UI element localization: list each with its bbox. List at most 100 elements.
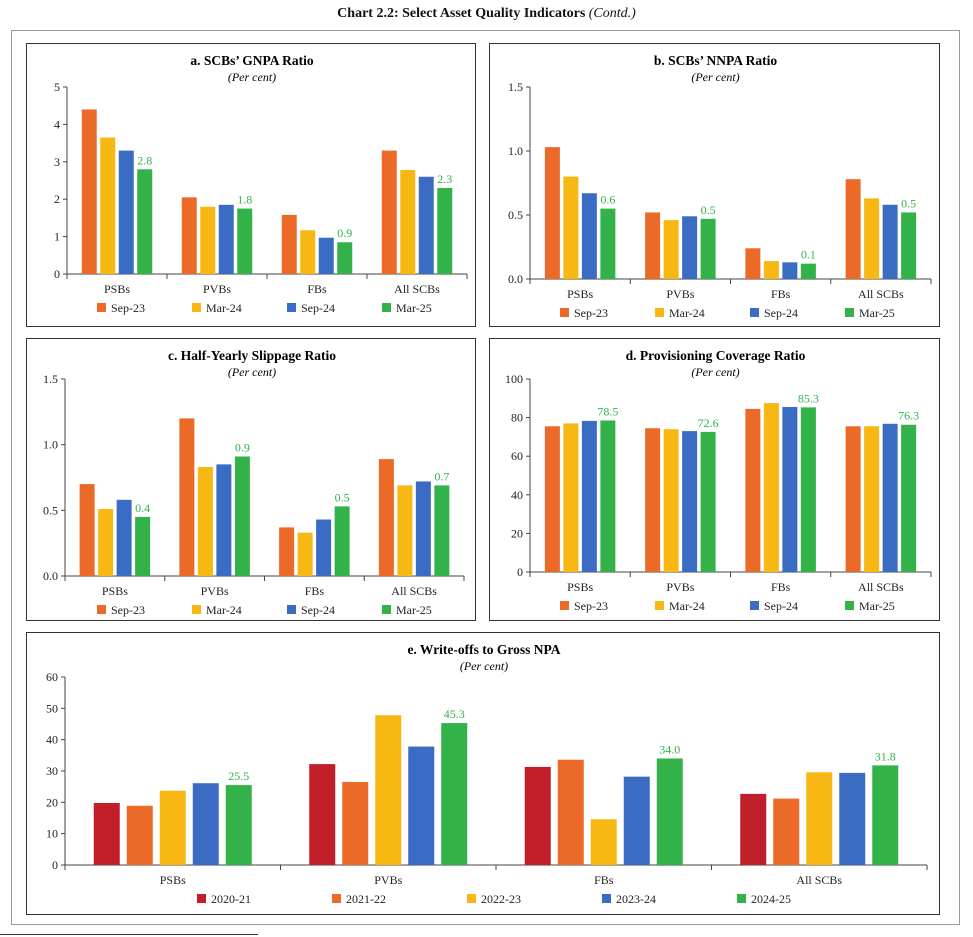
data-label: 31.8: [875, 749, 896, 763]
y-tick-label: 1: [54, 230, 60, 244]
legend-swatch: [845, 308, 854, 317]
data-label: 76.3: [898, 409, 919, 423]
chart-panel-d: d. Provisioning Coverage Ratio (Per cent)…: [489, 338, 940, 621]
legend-swatch: [750, 308, 759, 317]
bar: [839, 772, 866, 865]
y-tick-label: 1.0: [508, 144, 523, 158]
bar: [524, 766, 551, 865]
legend-label: 2023-24: [616, 892, 656, 906]
x-tick-label: PSBs: [567, 287, 593, 301]
bar: [334, 506, 350, 576]
bar: [279, 527, 295, 576]
y-tick-label: 0.0: [508, 272, 523, 286]
legend-swatch: [97, 303, 106, 312]
bar: [663, 429, 679, 572]
bar: [882, 204, 898, 279]
y-tick-label: 1.0: [43, 438, 58, 452]
bar: [700, 431, 716, 572]
bar: [663, 220, 679, 279]
y-tick-label: 1.5: [508, 80, 523, 94]
legend-swatch: [602, 894, 611, 903]
bar: [381, 150, 397, 274]
chart-title: b. SCBs’ NNPA Ratio: [654, 53, 778, 68]
bar: [126, 805, 153, 865]
y-tick-label: 0: [52, 858, 58, 872]
x-tick-label: FBs: [771, 287, 791, 301]
bar: [645, 428, 661, 572]
legend-swatch: [560, 601, 569, 610]
bar: [309, 764, 336, 865]
y-tick-label: 10: [46, 827, 58, 841]
bar: [745, 248, 761, 279]
legend-swatch: [737, 894, 746, 903]
legend-label: 2022-23: [481, 892, 521, 906]
data-label: 0.5: [701, 203, 716, 217]
x-tick-label: PSBs: [104, 282, 130, 296]
bar: [882, 423, 898, 572]
bar: [845, 426, 861, 572]
x-tick-label: All SCBs: [858, 580, 904, 594]
legend-swatch: [655, 308, 664, 317]
bar: [600, 420, 616, 572]
bar: [700, 218, 716, 279]
x-tick-label: FBs: [305, 584, 325, 598]
bar: [782, 262, 798, 279]
bar: [318, 237, 334, 274]
bar: [434, 485, 450, 576]
y-tick-label: 3: [54, 155, 60, 169]
y-tick-label: 0: [517, 565, 523, 579]
y-tick-label: 40: [46, 733, 58, 747]
data-label: 25.5: [228, 769, 249, 783]
bar: [901, 212, 917, 279]
x-tick-label: PSBs: [567, 580, 593, 594]
bar: [437, 187, 453, 274]
x-tick-label: All SCBs: [391, 584, 437, 598]
y-tick-label: 40: [511, 488, 523, 502]
x-tick-label: PSBs: [102, 584, 128, 598]
bar: [378, 459, 394, 576]
page-title: Chart 2.2: Select Asset Quality Indicato…: [0, 6, 973, 22]
bar: [98, 509, 114, 576]
bar: [337, 242, 353, 274]
bar: [300, 230, 316, 274]
legend-swatch: [192, 605, 201, 614]
x-tick-label: FBs: [594, 873, 614, 887]
bar: [81, 109, 97, 274]
y-tick-label: 60: [46, 670, 58, 684]
data-label: 0.6: [600, 193, 615, 207]
chart-svg-a: a. SCBs’ GNPA Ratio (Per cent) 0 1 2 3 4 5 PSBs 2…: [54, 53, 468, 315]
bar: [563, 423, 579, 572]
legend-swatch: [332, 894, 341, 903]
bar: [200, 206, 216, 274]
x-tick-label: PVBs: [374, 873, 402, 887]
x-tick-label: FBs: [307, 282, 327, 296]
legend-label: Mar-25: [859, 306, 895, 320]
data-label: 0.4: [135, 501, 150, 515]
y-tick-label: 5: [54, 80, 60, 94]
legend-swatch: [287, 303, 296, 312]
bar: [782, 406, 798, 572]
legend-label: 2021-22: [346, 892, 386, 906]
bar: [645, 212, 661, 279]
legend-label: Mar-24: [206, 603, 242, 617]
x-tick-label: All SCBs: [858, 287, 904, 301]
legend-label: Mar-24: [669, 599, 705, 613]
chart-title: c. Half-Yearly Slippage Ratio: [168, 348, 336, 363]
data-label: 78.5: [597, 404, 618, 418]
page-title-suffix: (Contd.): [588, 6, 636, 21]
y-tick-label: 4: [54, 117, 60, 131]
x-tick-label: PVBs: [666, 580, 694, 594]
bar: [581, 420, 597, 572]
x-tick-label: PVBs: [201, 584, 229, 598]
chart-subtitle: (Per cent): [228, 365, 276, 379]
chart-svg-d: d. Provisioning Coverage Ratio (Per cent)…: [505, 348, 932, 613]
legend-label: Sep-23: [574, 599, 608, 613]
data-label: 72.6: [698, 416, 719, 430]
y-tick-label: 0: [54, 267, 60, 281]
bar: [864, 198, 880, 279]
bar: [118, 150, 134, 274]
bar: [806, 772, 833, 865]
y-tick-label: 30: [46, 764, 58, 778]
data-label: 0.7: [434, 469, 449, 483]
legend-swatch: [750, 601, 759, 610]
